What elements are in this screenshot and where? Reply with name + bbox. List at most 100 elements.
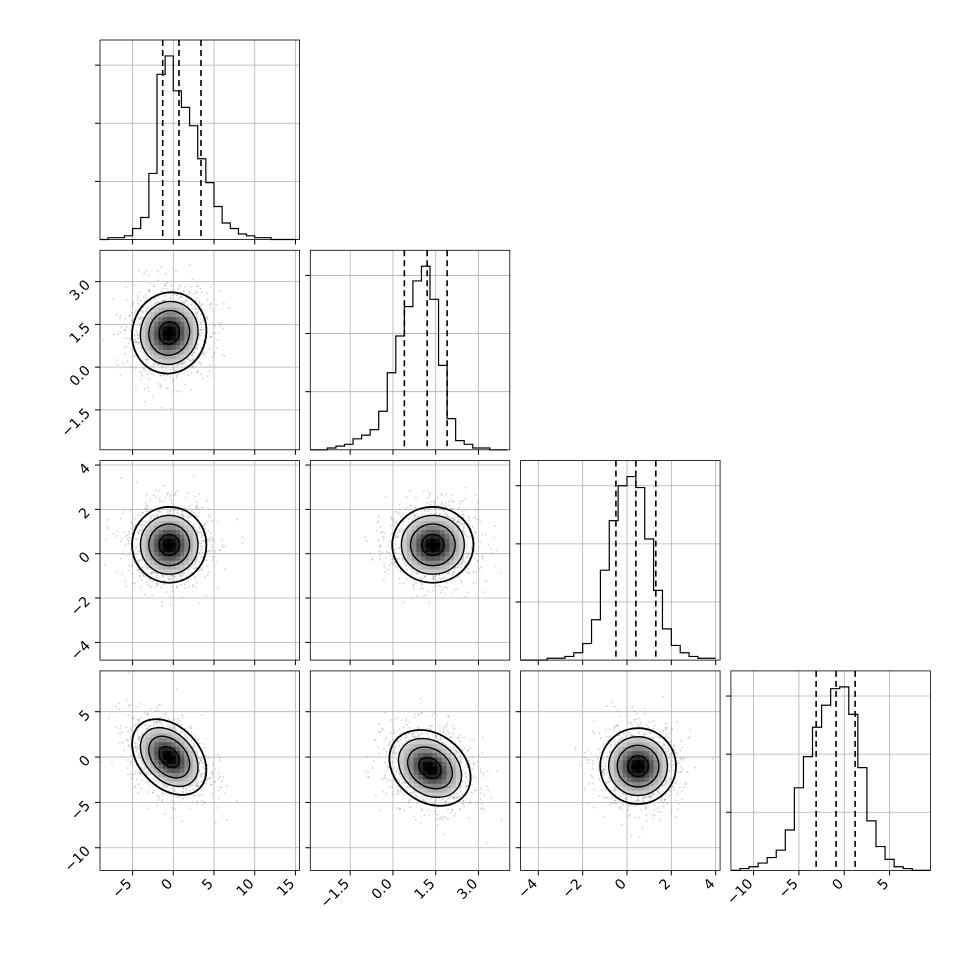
sample-point	[119, 314, 122, 317]
sample-point	[146, 566, 149, 569]
density-cell	[184, 564, 190, 570]
sample-point	[182, 796, 185, 799]
sample-point	[134, 553, 137, 555]
sample-point	[138, 317, 141, 320]
sample-point	[196, 370, 199, 373]
sample-point	[167, 575, 170, 578]
sample-point	[138, 718, 141, 721]
sample-point	[146, 509, 149, 511]
sample-point	[144, 367, 147, 369]
sample-point	[464, 533, 467, 536]
density-cell	[158, 340, 164, 346]
sample-point	[135, 747, 138, 750]
density-cell	[141, 335, 147, 341]
sample-point	[217, 331, 220, 334]
sample-point	[221, 322, 224, 324]
sample-point	[127, 714, 130, 716]
sample-point	[161, 514, 163, 516]
density-cell	[167, 525, 172, 530]
sample-point	[147, 274, 150, 277]
histogram-step	[310, 265, 507, 451]
density-cell	[158, 560, 164, 566]
density-cell	[184, 344, 190, 350]
sample-point	[209, 531, 212, 534]
density-cell	[149, 551, 155, 557]
sample-point	[183, 583, 186, 586]
sample-point	[460, 523, 463, 526]
sample-point	[379, 545, 382, 548]
density-cell	[184, 307, 190, 313]
sample-point	[194, 514, 197, 517]
sample-point	[472, 582, 475, 584]
density-cell	[416, 520, 422, 526]
sample-point	[394, 552, 397, 554]
sample-point	[191, 354, 194, 357]
sample-point	[136, 706, 139, 708]
density-cell	[192, 321, 198, 327]
sample-point	[182, 787, 185, 789]
sample-point	[181, 510, 184, 513]
sample-point	[182, 514, 185, 517]
sample-point	[139, 575, 142, 578]
sample-point	[124, 579, 127, 582]
sample-point	[144, 507, 147, 510]
sample-point	[157, 583, 159, 586]
sample-point	[188, 264, 191, 267]
sample-point	[161, 605, 164, 608]
sample-point	[135, 341, 138, 344]
sample-point	[211, 792, 214, 795]
density-cell	[149, 564, 155, 570]
panel-frame	[99, 39, 300, 240]
sample-point	[129, 509, 132, 512]
sample-point	[153, 724, 156, 726]
sample-point	[198, 770, 201, 773]
sample-point	[198, 333, 201, 336]
sample-point	[196, 284, 199, 287]
density-cell	[149, 533, 155, 539]
sample-point	[371, 559, 374, 561]
sample-point	[220, 538, 223, 541]
density-cell	[167, 330, 172, 336]
contour-level-3	[409, 523, 456, 567]
sample-point	[451, 572, 454, 575]
sample-point	[117, 364, 119, 367]
sample-point	[490, 552, 493, 555]
sample-point	[131, 319, 134, 322]
sample-point	[149, 499, 152, 502]
sample-point	[394, 510, 397, 513]
sample-point	[127, 773, 129, 776]
sample-point	[384, 495, 387, 498]
density-cell	[425, 520, 431, 526]
sample-point	[433, 504, 436, 507]
sample-point	[143, 593, 146, 596]
sample-point	[159, 374, 162, 377]
sample-point	[475, 552, 478, 555]
sample-point	[211, 356, 214, 359]
sample-point	[406, 506, 409, 509]
sample-point	[189, 520, 192, 523]
sample-point	[142, 524, 145, 527]
sample-point	[437, 496, 439, 499]
sample-point	[148, 585, 151, 588]
sample-point	[199, 531, 202, 534]
sample-point	[396, 567, 399, 569]
sample-point	[478, 567, 481, 570]
sample-point	[137, 783, 140, 786]
density-cell	[435, 533, 441, 539]
sample-point	[236, 518, 238, 521]
sample-point	[390, 524, 393, 527]
density-cell	[411, 533, 417, 539]
sample-point	[366, 540, 368, 542]
density-cell	[175, 354, 181, 360]
sample-point	[120, 537, 123, 540]
sample-point	[206, 375, 209, 378]
sample-point	[390, 562, 393, 564]
sample-point	[147, 780, 150, 783]
sample-point	[470, 536, 472, 539]
sample-point	[236, 800, 238, 802]
density-cell	[154, 321, 159, 327]
density-cell	[158, 316, 164, 322]
sample-point	[475, 493, 477, 496]
sample-point	[200, 568, 202, 571]
sample-point	[424, 575, 427, 577]
